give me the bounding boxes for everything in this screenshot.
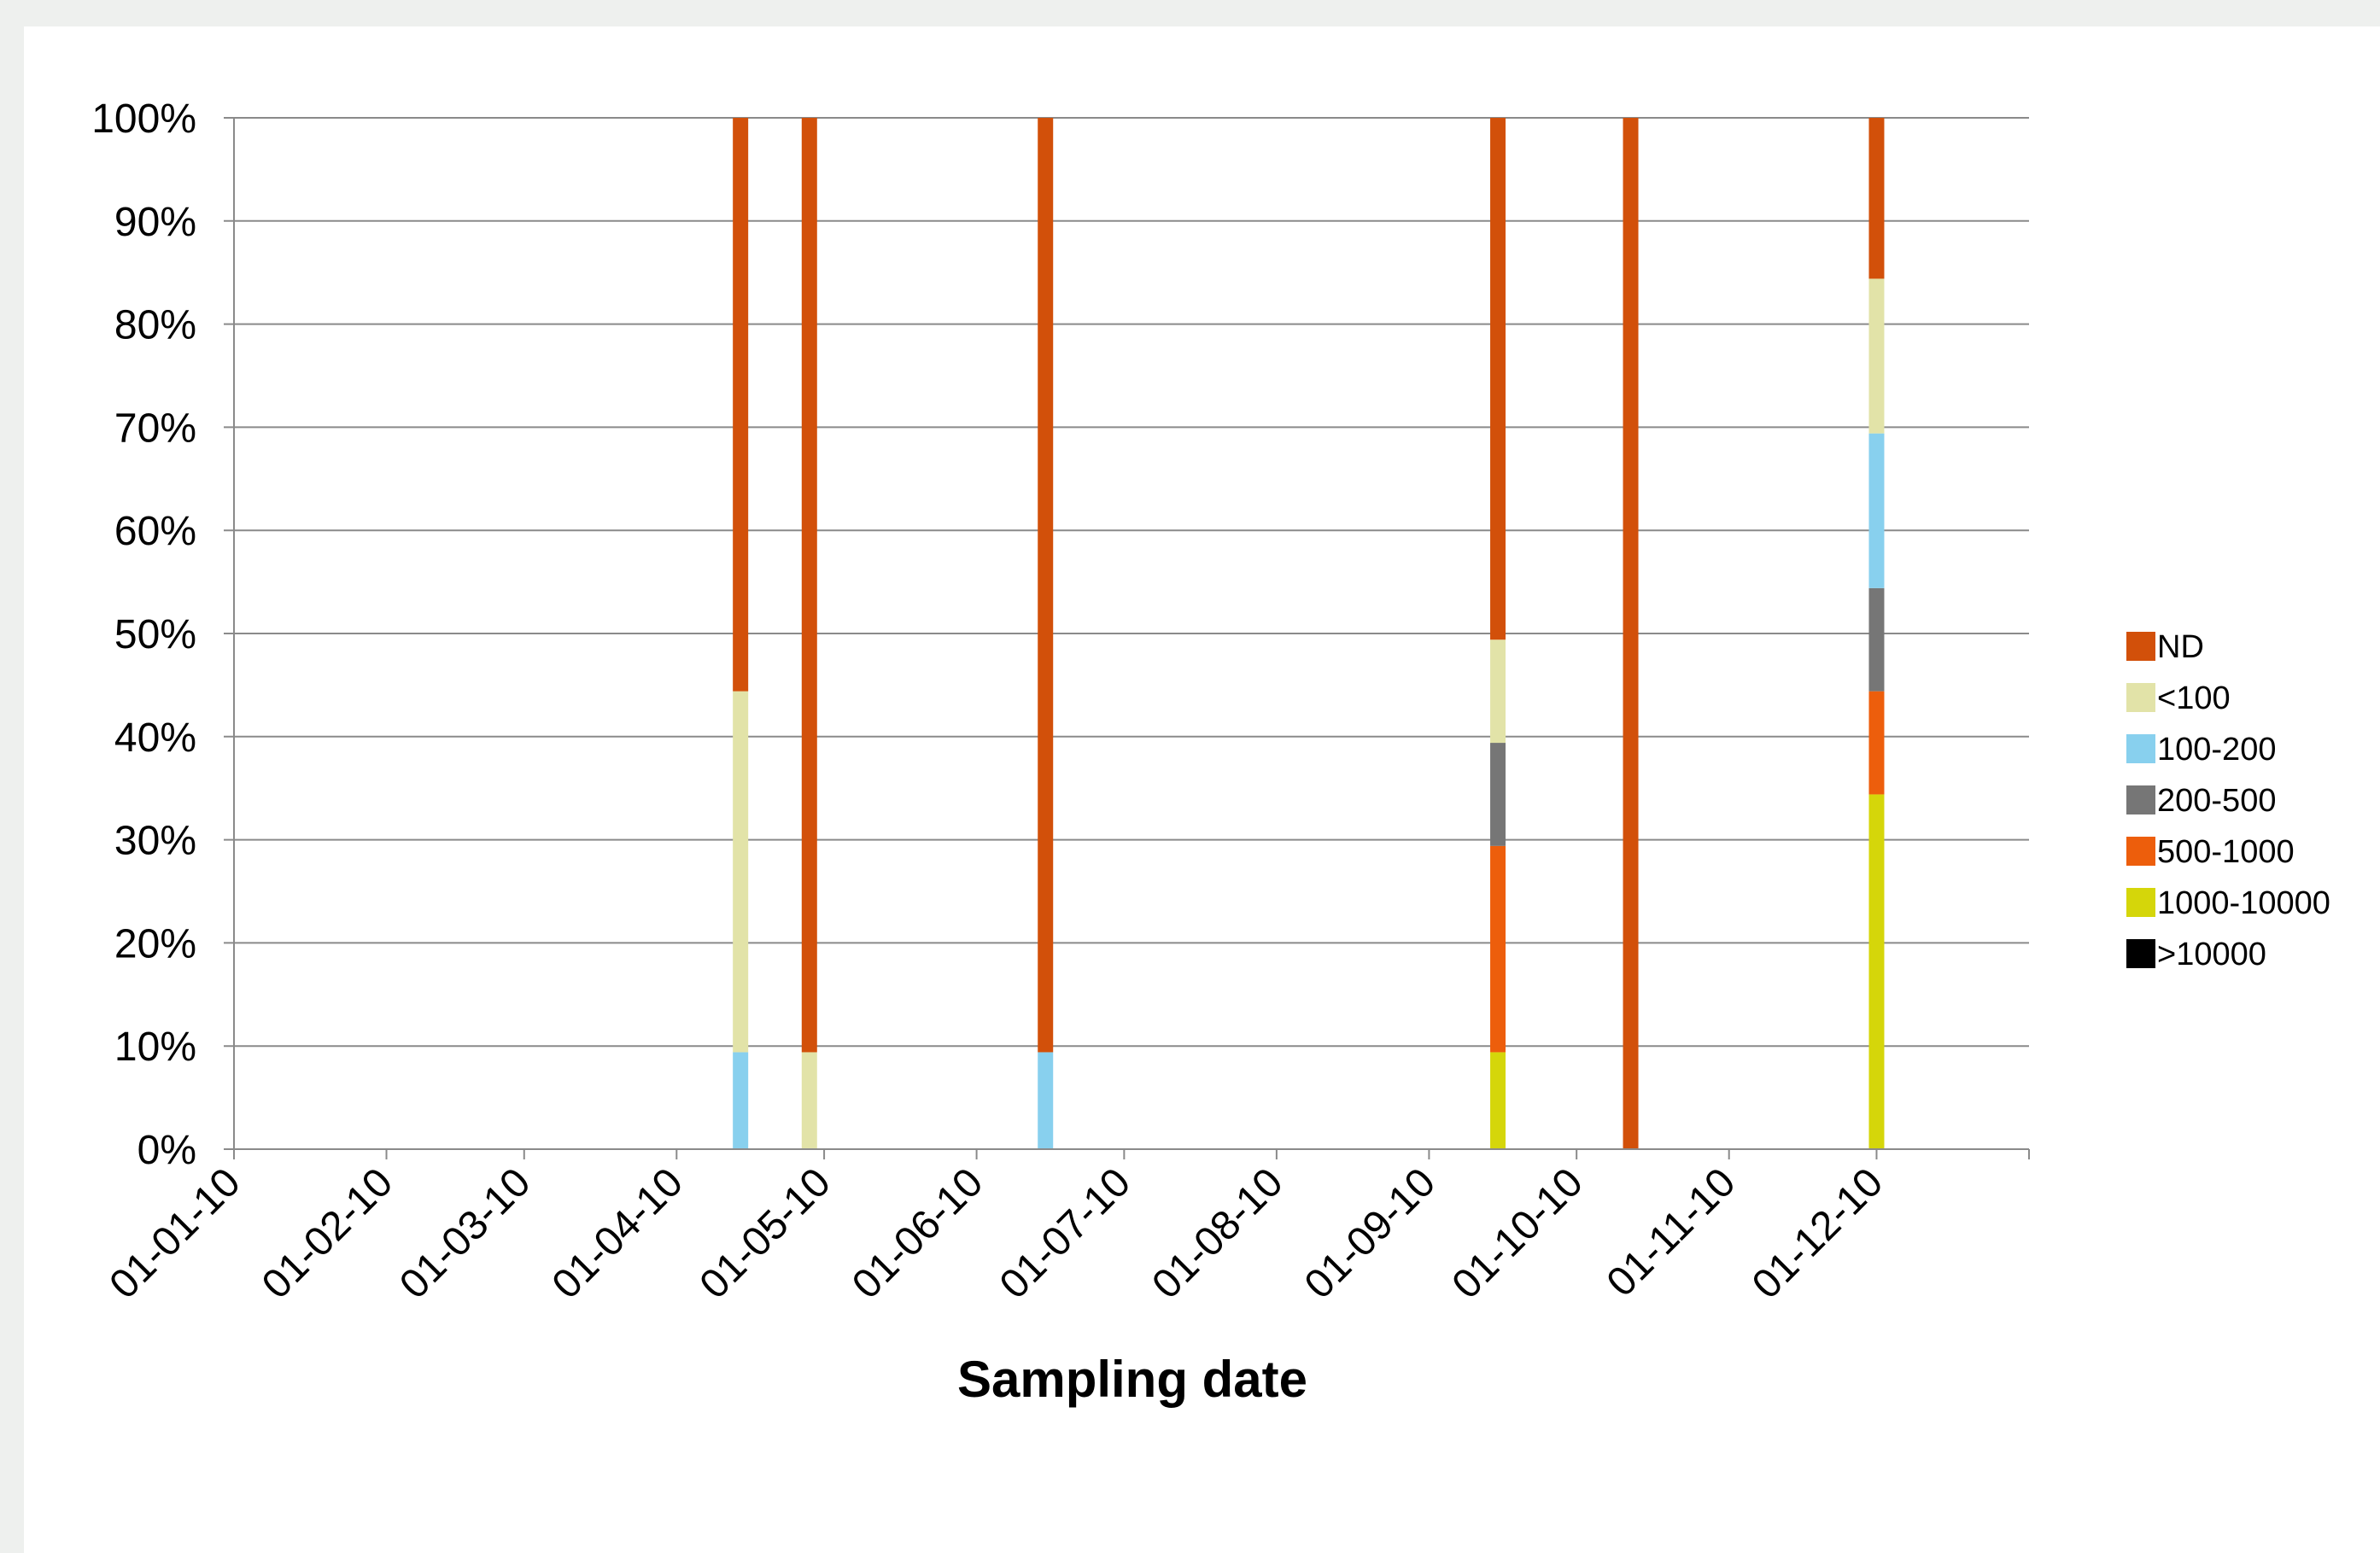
legend-label: 1000-10000 xyxy=(2157,885,2330,921)
bar-segment xyxy=(1490,1052,1506,1149)
x-tick-label: 01-03-10 xyxy=(391,1159,539,1307)
y-tick-label: 40% xyxy=(114,715,196,761)
legend-swatch xyxy=(2126,785,2155,814)
bar-segment xyxy=(1038,1052,1054,1149)
x-tick-label: 01-02-10 xyxy=(254,1159,401,1307)
bar-segment xyxy=(1623,118,1639,1149)
x-tick-label: 01-06-10 xyxy=(844,1159,991,1307)
legend-swatch xyxy=(2126,734,2155,763)
legend-label: <100 xyxy=(2157,680,2231,716)
gridlines xyxy=(224,117,2029,1150)
tick-labels: 0% 10% 20% 30% 40% 50% 60% 70% 80% 90% 100% 01-01-1… xyxy=(91,96,1892,1308)
bar-segment xyxy=(801,1052,817,1149)
legend-swatch xyxy=(2126,837,2155,866)
bar-segment xyxy=(1490,639,1506,744)
legend-label: 500-1000 xyxy=(2157,834,2295,870)
bar-segment xyxy=(1868,794,1885,1149)
legend-swatch xyxy=(2126,632,2155,661)
legend-label: 100-200 xyxy=(2157,732,2276,768)
x-tick-label: 01-10-10 xyxy=(1444,1159,1592,1307)
bar-segment xyxy=(1490,118,1506,640)
bar-segment xyxy=(733,691,749,1053)
bar-segment xyxy=(1868,278,1885,434)
x-tick-label: 01-07-10 xyxy=(991,1159,1139,1307)
legend: ND <100 100-200 200-500 500-1000 1000-10000 >1… xyxy=(2126,629,2330,972)
bar-segment xyxy=(1868,118,1885,279)
y-tick-label: 20% xyxy=(114,921,196,966)
y-tick-label: 80% xyxy=(114,303,196,348)
bar-segment xyxy=(801,118,817,1053)
legend-swatch xyxy=(2126,939,2155,968)
bar-segment xyxy=(1868,587,1885,692)
x-tick-label: 01-08-10 xyxy=(1143,1159,1291,1307)
chart-panel xyxy=(24,26,2380,1553)
legend-label: ND xyxy=(2157,629,2204,665)
legend-swatch xyxy=(2126,683,2155,712)
y-tick-label: 30% xyxy=(114,819,196,864)
bar-segment xyxy=(1868,691,1885,795)
y-tick-label: 60% xyxy=(114,509,196,554)
bar-segment xyxy=(733,118,749,692)
y-tick-label: 10% xyxy=(114,1025,196,1070)
bar-segment xyxy=(1868,433,1885,588)
y-tick-label: 90% xyxy=(114,200,196,245)
legend-label: >10000 xyxy=(2157,937,2266,972)
bar-segment xyxy=(1038,118,1054,1053)
x-tick-label: 01-09-10 xyxy=(1296,1159,1444,1307)
bar-segment xyxy=(1490,845,1506,1053)
bar-segment xyxy=(1490,743,1506,846)
legend-swatch xyxy=(2126,888,2155,917)
x-tick-label: 01-01-10 xyxy=(101,1159,249,1307)
y-tick-label: 70% xyxy=(114,406,196,451)
y-tick-label: 50% xyxy=(114,612,196,657)
x-tick-label: 01-05-10 xyxy=(692,1159,839,1307)
legend-label: 200-500 xyxy=(2157,783,2276,819)
x-tick-label: 01-04-10 xyxy=(544,1159,692,1307)
bar-segment xyxy=(733,1052,749,1149)
y-tick-label: 0% xyxy=(137,1128,196,1173)
x-tick-label: 01-12-10 xyxy=(1744,1159,1892,1307)
x-tick-label: 01-11-10 xyxy=(1599,1159,1745,1305)
x-axis-title: Sampling date xyxy=(957,1351,1307,1408)
y-tick-label: 100% xyxy=(91,96,196,142)
bars xyxy=(733,118,1885,1149)
axes xyxy=(233,118,2030,1159)
